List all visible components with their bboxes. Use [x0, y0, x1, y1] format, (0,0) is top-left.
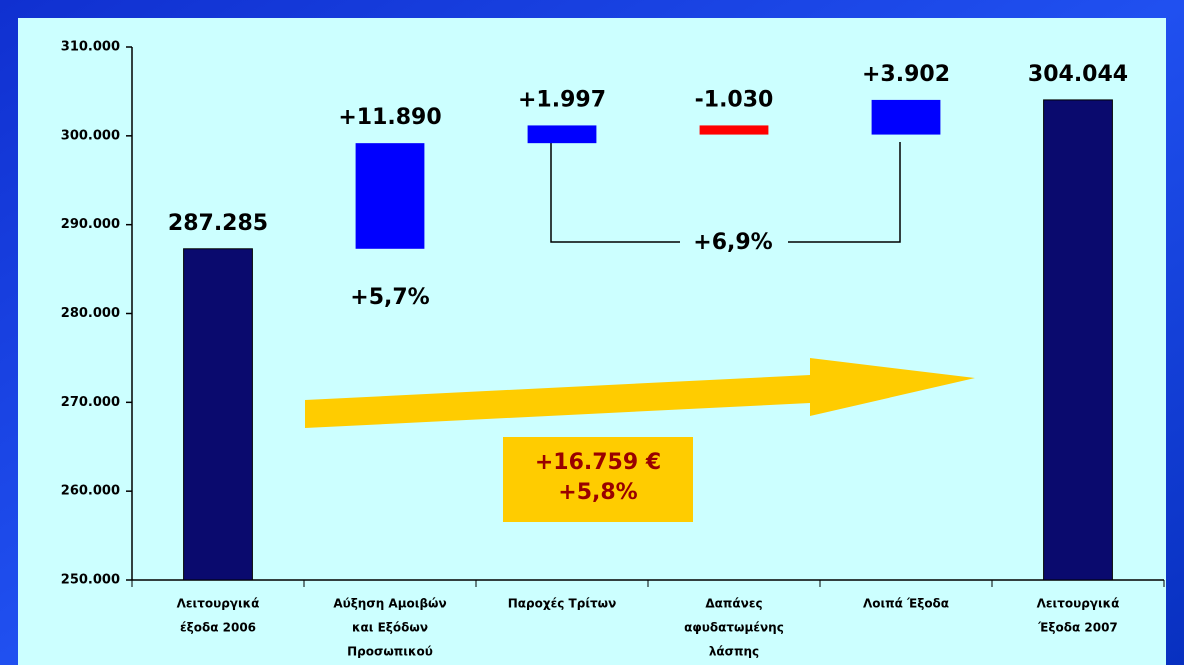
- x-tick-label: Λειτουργικά: [177, 597, 260, 611]
- bar: [699, 125, 769, 135]
- x-tick-label: έξοδα 2006: [180, 621, 256, 635]
- y-tick-label: 270.000: [61, 395, 120, 410]
- y-tick-label: 290.000: [61, 217, 120, 232]
- annotation: +16.759 €: [535, 450, 661, 475]
- x-tick-label: Προσωπικού: [347, 645, 433, 659]
- bar: [1043, 99, 1113, 581]
- x-tick-label: Αύξηση Αμοιβών: [333, 597, 446, 611]
- value-label: +3.902: [862, 62, 950, 87]
- y-tick-label: 300.000: [61, 128, 120, 143]
- bar: [527, 125, 597, 144]
- value-label: 304.044: [1028, 62, 1128, 87]
- x-tick-label: Έξοδα 2007: [1037, 621, 1118, 635]
- value-label: 287.285: [168, 211, 268, 236]
- bar: [355, 143, 425, 249]
- annotation: +5,8%: [558, 480, 637, 505]
- bar: [183, 248, 253, 581]
- y-tick-label: 310.000: [61, 40, 120, 55]
- annotation: +6,9%: [693, 230, 772, 255]
- bar: [871, 99, 941, 135]
- trend-arrow: [305, 358, 975, 428]
- x-tick-label: Δαπάνες: [705, 597, 762, 611]
- y-tick-label: 280.000: [61, 306, 120, 321]
- x-tick-label: Λειτουργικά: [1037, 597, 1120, 611]
- value-label: -1.030: [695, 87, 774, 112]
- x-tick-label: Παροχές Τρίτων: [508, 597, 617, 611]
- annotation-box: [503, 437, 693, 522]
- x-tick-label: και Εξόδων: [352, 621, 428, 635]
- value-label: +1.997: [518, 87, 606, 112]
- bracket: [550, 142, 680, 243]
- annotation: +5,7%: [350, 285, 429, 310]
- y-tick-label: 250.000: [61, 573, 120, 588]
- value-label: +11.890: [338, 105, 441, 130]
- x-tick-label: λάσπης: [709, 645, 759, 659]
- y-tick-label: 260.000: [61, 484, 120, 499]
- bracket: [788, 142, 901, 243]
- x-tick-label: Λοιπά Έξοδα: [863, 597, 949, 611]
- x-tick-label: αφυδατωμένης: [684, 621, 784, 635]
